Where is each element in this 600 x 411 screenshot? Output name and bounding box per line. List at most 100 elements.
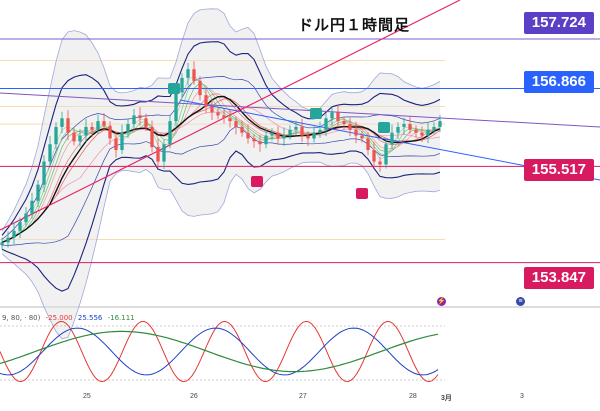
candle-body — [312, 132, 316, 139]
pivot-low-marker — [251, 176, 263, 187]
bollinger-lower — [1, 150, 441, 292]
candle-body — [408, 124, 412, 130]
candle-body — [144, 118, 148, 127]
candle-body — [342, 121, 346, 125]
candle-body — [12, 230, 16, 238]
candle-body — [96, 121, 100, 130]
price-label-text: 153.847 — [531, 269, 586, 286]
candle-body — [378, 161, 382, 165]
price-label-157-724: 157.724 — [523, 12, 594, 34]
candle-body — [252, 138, 256, 142]
price-label-153-847: 153.847 — [523, 267, 594, 289]
candle-body — [438, 121, 442, 127]
bollinger-fill — [2, 8, 440, 339]
oscillator-legend: 9, 80, · 80) -25.000 25.556 -16.111 — [2, 314, 138, 322]
candle-body — [6, 237, 10, 243]
candle-body — [138, 115, 142, 119]
candle-body — [216, 112, 220, 116]
osc-value-blue: 25.556 — [77, 314, 103, 322]
candle-body — [264, 135, 268, 145]
candle-body — [78, 135, 82, 142]
candle-body — [192, 69, 196, 81]
candle-body — [366, 138, 370, 150]
price-label-text: 156.866 — [531, 73, 586, 90]
candle-body — [300, 126, 304, 136]
x-tick-28: 28 — [409, 393, 417, 400]
candle-body — [114, 138, 118, 150]
bollinger-upper — [1, 41, 441, 236]
grid-lines — [0, 60, 600, 308]
pivot-high-marker — [168, 83, 180, 94]
candle-body — [384, 144, 388, 165]
candle-body — [60, 118, 64, 127]
candle-body — [414, 129, 418, 133]
candle-body — [48, 144, 52, 162]
candle-body — [396, 126, 400, 133]
candle-body — [174, 92, 178, 122]
candle-body — [282, 135, 286, 139]
osc-value-red: -25.000 — [45, 314, 73, 322]
candle-body — [198, 80, 202, 96]
event-badge-us-flag[interactable]: 米≡ — [516, 297, 525, 306]
x-tick-26: 26 — [190, 393, 198, 400]
pivot-high-marker — [310, 108, 322, 119]
oscillator-pane — [0, 320, 445, 383]
candle-body — [354, 129, 358, 136]
candle-body — [108, 125, 112, 139]
candle-body — [324, 118, 328, 130]
candle-body — [30, 200, 34, 214]
trend-line-upper — [0, 92, 600, 128]
candle-body — [168, 121, 172, 145]
candle-body — [330, 112, 334, 119]
candle-body — [426, 129, 430, 136]
horizontal-price-lines — [0, 38, 600, 264]
candle-body — [120, 132, 124, 150]
candle-body — [150, 126, 154, 148]
x-tick-25: 25 — [83, 393, 91, 400]
osc-line-blue — [0, 327, 439, 376]
candle-body — [336, 112, 340, 122]
osc-params: 9, 80, · 80) — [2, 314, 41, 322]
candle-body — [246, 132, 250, 139]
candle-body — [258, 141, 262, 145]
price-label-text: 155.517 — [531, 161, 586, 178]
candle-body — [432, 126, 436, 130]
price-label-text: 157.724 — [531, 14, 586, 31]
candle-body — [294, 126, 298, 130]
candle-body — [348, 124, 352, 130]
candle-body — [270, 132, 274, 136]
candlesticks — [0, 61, 442, 250]
candle-body — [126, 124, 130, 133]
x-tick-3: 3 — [520, 393, 524, 400]
candle-body — [102, 121, 106, 126]
event-badge-usd[interactable]: ドル⚡ — [437, 297, 446, 306]
ma-line-4 — [1, 79, 441, 243]
candle-body — [186, 69, 190, 78]
candle-body — [240, 126, 244, 133]
candle-body — [210, 106, 214, 113]
candle-body — [90, 126, 94, 130]
candle-body — [72, 132, 76, 142]
candle-body — [234, 121, 238, 127]
candle-body — [288, 129, 292, 136]
candle-body — [222, 115, 226, 119]
candle-body — [36, 184, 40, 201]
candle-body — [0, 242, 4, 246]
ma-line-14 — [1, 107, 441, 243]
candle-body — [204, 95, 208, 107]
osc-line-green — [0, 330, 439, 373]
price-label-156-866: 156.866 — [523, 71, 594, 93]
pivot-high-marker — [378, 122, 390, 133]
osc-value-green: -16.111 — [107, 314, 135, 322]
candle-body — [132, 115, 136, 125]
x-tick-march: 3月 — [441, 395, 452, 402]
pivot-markers — [168, 83, 390, 199]
candle-body — [66, 118, 70, 133]
candle-body — [372, 150, 376, 162]
candle-body — [402, 124, 406, 127]
candle-body — [318, 129, 322, 133]
candle-body — [24, 213, 28, 223]
candle-body — [180, 77, 184, 93]
candle-body — [18, 222, 22, 231]
